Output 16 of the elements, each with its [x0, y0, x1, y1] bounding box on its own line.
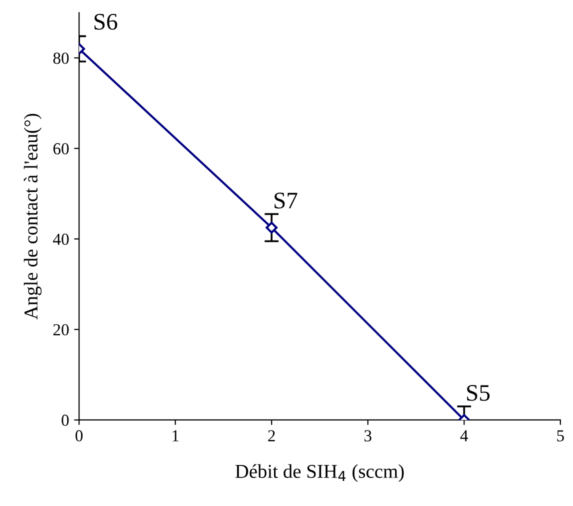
- x-tick-label: 4: [460, 430, 468, 442]
- y-tick-label: 0: [62, 414, 69, 426]
- y-tick-label: 20: [53, 324, 69, 336]
- annotation: S6: [94, 14, 118, 30]
- x-tick-label: 2: [268, 430, 275, 442]
- annotation: S7: [274, 192, 298, 209]
- x-tick-label: 3: [364, 430, 372, 442]
- annotation: S5: [467, 385, 490, 401]
- y-tick-label: 80: [53, 52, 69, 64]
- x-tick-label: 5: [557, 430, 564, 442]
- x-tick-label: 0: [76, 430, 83, 442]
- y-tick-label: 40: [53, 234, 69, 245]
- x-tick-label: 1: [172, 430, 179, 442]
- y-tick-label: 60: [53, 143, 69, 154]
- y-axis-title: Angle de contact à l'eau(°): [24, 114, 42, 320]
- x-axis-title: Débit de SIH$_{4}$ (sccm): [235, 464, 404, 482]
